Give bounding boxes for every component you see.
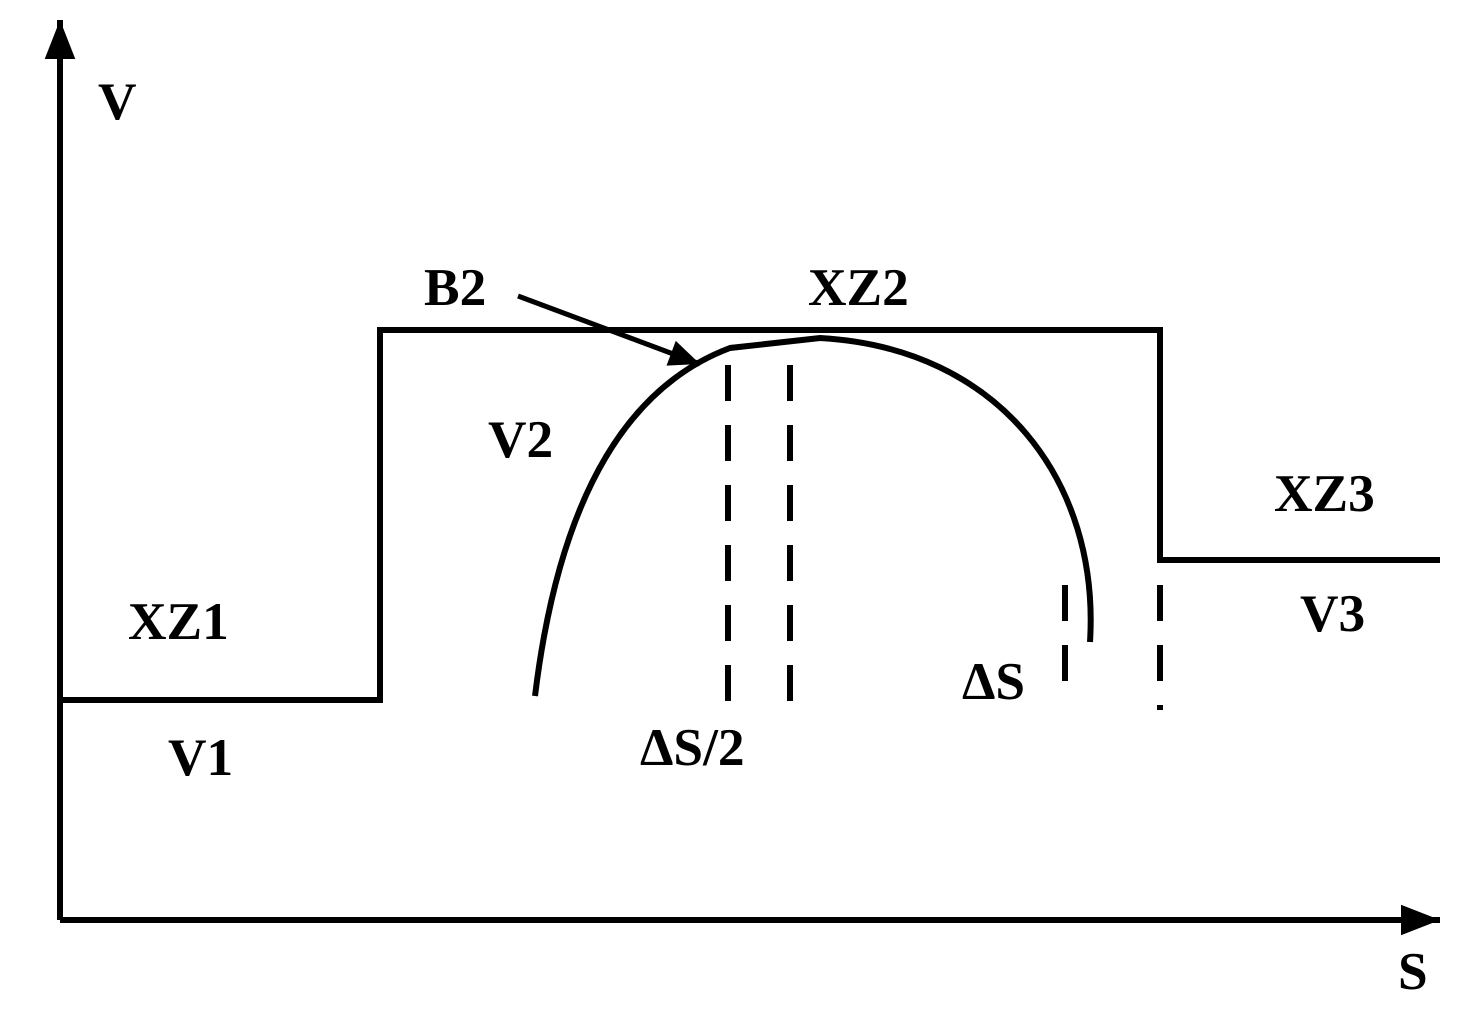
label-xz1: XZ1: [128, 590, 229, 652]
label-delta-s-half: ΔS/2: [640, 716, 745, 778]
diagram-container: V S XZ1 V1 B2 V2 XZ2 ΔS/2 ΔS XZ3 V3: [0, 0, 1480, 1010]
label-xz3: XZ3: [1274, 462, 1375, 524]
diagram-svg: [0, 0, 1480, 1010]
x-axis-label: S: [1398, 940, 1428, 1002]
label-delta-s: ΔS: [962, 650, 1025, 712]
label-b2: B2: [424, 256, 486, 318]
label-v3: V3: [1300, 582, 1365, 644]
y-axis-label: V: [98, 70, 137, 132]
label-v2: V2: [488, 408, 553, 470]
label-xz2: XZ2: [808, 256, 909, 318]
label-v1: V1: [168, 726, 233, 788]
